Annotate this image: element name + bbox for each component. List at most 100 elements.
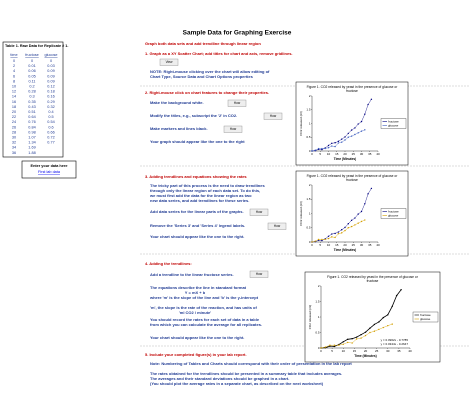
instruction: Chart Type, Source Data and Chart Option… [150,74,254,79]
x-tick-label: 25 [352,152,356,156]
table-cell: 4 [13,69,15,73]
instruction: where 'm' is the slope of the line and '… [149,295,259,300]
x-tick-label: 10 [342,349,346,353]
button-label[interactable]: How [270,114,277,118]
table-cell: 0.5 [48,115,53,119]
data-point [360,130,363,132]
data-point [387,314,389,316]
data-point [357,123,359,125]
data-point [373,323,376,326]
button[interactable] [249,270,269,278]
instruction: 3. Adding trendlines and equations showi… [145,174,247,179]
button-label[interactable]: How [274,224,281,228]
button[interactable] [267,222,287,230]
button-label[interactable]: How [256,210,263,214]
data-point [334,145,336,148]
x-tick-label: 0 [320,349,322,353]
entry-label: Enter your data here [31,164,68,168]
instruction: Your chart should appear like the one to… [150,335,244,340]
data-point [351,338,353,340]
data-point [347,227,349,229]
instruction: NOTE: Right-mouse clicking over the char… [150,69,270,74]
legend-label: glucose [388,123,399,127]
instruction: The equations describe the line in stand… [150,285,247,290]
button-label[interactable]: How [234,101,241,105]
trendline-equation: y = 0.0344x - 0.2647 [381,342,409,346]
data-point [360,120,363,123]
y-tick-label: 1.5 [306,197,311,201]
y-tick-label: 0.5 [315,330,320,334]
button[interactable] [159,58,179,66]
data-point [324,147,326,150]
data-point [327,235,330,237]
instruction: from which you can calculate the average… [150,322,262,327]
button[interactable] [223,125,243,133]
data-point [364,129,366,131]
data-point [360,220,363,223]
table-cell: 0.3 [29,95,34,99]
data-point [347,341,349,344]
x-tick-label: 20 [343,243,347,247]
button[interactable] [249,208,269,216]
table-cell: 0.4 [48,110,53,114]
table-cell: 0.84 [28,125,35,129]
data-point [364,219,366,221]
data-point [331,233,333,235]
entry-link[interactable]: First lab data [38,170,61,174]
instruction: The rates obtained for the trendlines sh… [150,371,342,376]
data-point [341,138,343,140]
instruction: Graph both data sets and add trendline t… [145,41,261,46]
data-point [378,328,380,331]
table-cell: 0.29 [47,100,54,104]
table-cell: 0.66 [47,130,54,134]
data-point [354,133,356,136]
table-cell: 0.01 [28,64,35,68]
table-cell: 0.72 [47,136,54,140]
button-label[interactable]: View [166,60,174,64]
x-tick-label: 20 [343,152,347,156]
x-axis-label: Time (Minutes) [334,248,356,252]
data-point [314,240,316,242]
data-point [314,149,316,151]
data-point [364,334,367,337]
data-point [344,226,346,229]
trendline-equation: y = 0.0962x - 0.7785 [381,338,409,342]
table-cell: 22 [12,115,16,119]
data-point [351,342,353,344]
table-cell: 0.77 [47,141,54,145]
button[interactable] [227,99,247,107]
button-label[interactable]: How [256,272,263,276]
data-point [357,213,359,215]
y-tick-label: 1 [318,315,320,319]
data-point [373,330,376,332]
button[interactable] [263,112,283,120]
x-tick-label: 30 [360,152,364,156]
data-point [391,323,393,325]
table-cell: 14 [12,95,16,99]
data-point [360,210,363,213]
x-axis-label: Time (Minutes) [354,354,376,358]
button-label[interactable]: How [230,127,237,131]
chart-title: fructose [346,178,358,182]
chart-title: Figure 1. CO2 released by yeast in the p… [307,174,399,178]
data-point [342,341,344,343]
data-point [337,233,340,235]
data-point [344,139,346,141]
y-tick-label: 1 [309,211,311,215]
data-point [337,142,340,144]
data-point [370,187,373,190]
table-cell: 20 [12,110,16,114]
table-cell: 0.09 [47,79,54,83]
instruction: Remove the 'Series 3' and 'Series 4' leg… [150,223,245,228]
y-tick-label: 2 [318,284,320,288]
data-point [324,238,326,241]
instruction: Y = mX + b [185,290,206,295]
data-point [344,229,346,232]
data-point [350,129,353,131]
data-point [387,324,389,327]
data-point [317,147,320,150]
instruction: Your graph should appear like the one to… [150,139,245,144]
table-cell: 0.28 [28,90,35,94]
data-point [334,232,336,235]
data-point [321,147,323,150]
